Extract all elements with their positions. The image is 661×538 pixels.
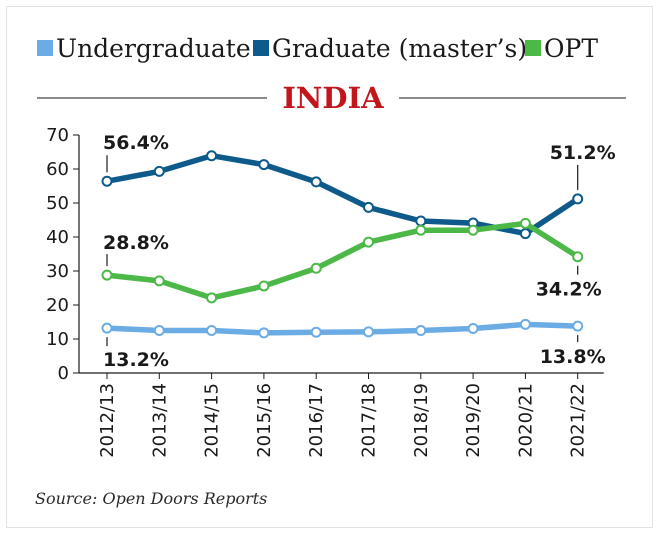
series-group — [101, 150, 584, 339]
data-point-undergraduate — [467, 322, 479, 334]
y-tick-label: 20 — [46, 295, 69, 316]
series-line-opt — [104, 220, 581, 301]
data-point-graduate-master-s — [101, 175, 113, 187]
data-point-graduate-master-s — [206, 150, 218, 162]
series-line-graduate-master-s — [104, 152, 581, 237]
chart-title: INDIA — [282, 81, 384, 115]
data-point-graduate-master-s — [415, 215, 427, 227]
data-point-undergraduate — [572, 320, 584, 332]
legend-label-graduate-master-s: Graduate (master’s) — [272, 34, 527, 63]
y-tick-label: 50 — [46, 193, 69, 214]
x-tick-label: 2014/15 — [202, 383, 223, 458]
data-point-graduate-master-s — [258, 159, 270, 171]
y-tick-label: 70 — [46, 125, 69, 146]
x-tick-label: 2015/16 — [254, 383, 275, 458]
data-point-graduate-master-s — [363, 201, 374, 213]
data-point-opt — [153, 275, 165, 287]
callout-label: 51.2% — [550, 142, 616, 164]
x-tick-label: 2016/17 — [306, 383, 327, 458]
x-tick-label: 2020/21 — [515, 383, 536, 458]
data-point-undergraduate — [363, 326, 374, 338]
legend-swatch-graduate-master-s — [253, 40, 269, 56]
y-tick-label: 30 — [46, 261, 69, 282]
data-point-opt — [101, 269, 113, 281]
legend-label-undergraduate: Undergraduate — [56, 34, 251, 63]
callout-label: 13.2% — [103, 349, 169, 371]
data-point-undergraduate — [415, 325, 427, 336]
y-tick-label: 40 — [46, 227, 69, 248]
legend-swatch-opt — [525, 40, 541, 56]
data-point-undergraduate — [258, 327, 270, 339]
callouts: 56.4% 51.2% 28.8% 34.2% 13.2% 13.8% — [103, 132, 616, 371]
data-point-undergraduate — [153, 325, 165, 336]
legend-swatch-undergraduate — [37, 40, 53, 56]
data-point-graduate-master-s — [519, 228, 531, 240]
data-point-opt — [572, 251, 584, 263]
x-tick-label: 2012/13 — [97, 383, 118, 458]
callout-label: 34.2% — [536, 279, 602, 301]
data-point-undergraduate — [310, 326, 322, 338]
y-tick-label: 10 — [46, 329, 69, 350]
callout-label: 56.4% — [103, 132, 169, 154]
x-tick-label: 2019/20 — [463, 383, 484, 458]
y-tick-label: 60 — [46, 159, 69, 180]
x-tick-label: 2021/22 — [568, 383, 589, 458]
data-point-graduate-master-s — [572, 193, 584, 205]
data-point-opt — [363, 236, 374, 248]
line-chart: Undergraduate Graduate (master’s) OPT INDI… — [35, 34, 626, 508]
legend-label-opt: OPT — [544, 34, 598, 63]
data-point-undergraduate — [519, 318, 531, 330]
axes: 0 10 20 30 40 50 60 70 2012/13 2013/14 2014/15 2015… — [46, 125, 604, 458]
callout-label: 28.8% — [103, 232, 169, 254]
y-tick-label: 0 — [58, 363, 69, 384]
x-tick-label: 2017/18 — [359, 383, 380, 458]
data-point-opt — [310, 262, 322, 274]
chart-frame: Undergraduate Graduate (master’s) OPT INDI… — [6, 6, 653, 528]
data-point-opt — [519, 217, 531, 229]
data-point-opt — [258, 280, 270, 292]
x-tick-label: 2013/14 — [149, 383, 170, 458]
source-note: Source: Open Doors Reports — [35, 489, 267, 508]
data-point-graduate-master-s — [153, 165, 165, 177]
callout-label: 13.8% — [540, 346, 606, 368]
data-point-undergraduate — [101, 322, 113, 334]
data-point-undergraduate — [206, 325, 218, 336]
data-point-opt — [206, 292, 218, 304]
legend: Undergraduate Graduate (master’s) OPT — [37, 34, 598, 63]
data-point-graduate-master-s — [310, 176, 322, 188]
x-tick-label: 2018/19 — [411, 383, 432, 458]
series-line-undergraduate — [104, 321, 581, 336]
data-point-opt — [415, 224, 427, 236]
data-point-opt — [467, 224, 479, 236]
